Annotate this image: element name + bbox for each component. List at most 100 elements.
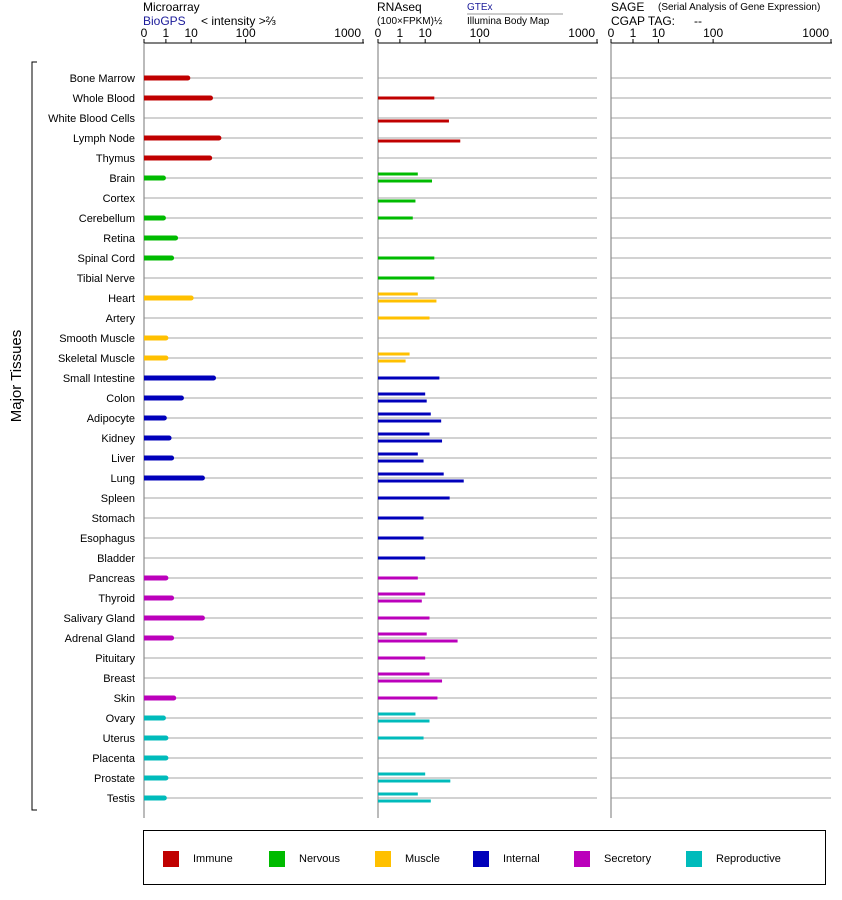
- tick-label: 1000: [334, 26, 361, 40]
- microarray-bar: [144, 175, 164, 181]
- microarray-bar: [144, 795, 165, 801]
- ibm-bar: [378, 399, 427, 403]
- tick-label: 100: [236, 26, 256, 40]
- tick-label: 0: [375, 26, 382, 40]
- tissue-label: Pancreas: [89, 573, 136, 585]
- gtex-bar: [378, 316, 430, 320]
- ibm-bar: [378, 359, 406, 363]
- microarray-bar-cap: [188, 295, 194, 301]
- gtex-bar: [378, 452, 418, 456]
- tissue-label: Stomach: [92, 513, 135, 525]
- gtex-bar: [378, 216, 413, 220]
- gtex-bar: [378, 696, 438, 700]
- tissue-label: Colon: [106, 393, 135, 405]
- ibm-bar: [378, 179, 433, 183]
- gtex-bar: [378, 792, 418, 796]
- ibm-bar: [378, 459, 424, 463]
- biogps-link[interactable]: BioGPS: [143, 14, 186, 28]
- gtex-bar: [378, 256, 435, 260]
- microarray-bar-cap: [160, 175, 166, 181]
- microarray-bar: [144, 715, 164, 721]
- tissue-label: Skin: [114, 693, 135, 705]
- microarray-bar-cap: [161, 795, 167, 801]
- microarray-bar-cap: [160, 715, 166, 721]
- tick-label: 1000: [802, 26, 829, 40]
- microarray-bar-cap: [163, 355, 169, 361]
- legend-swatch: [473, 851, 489, 867]
- gtex-bar: [378, 376, 440, 380]
- sage-title: SAGE: [611, 0, 645, 14]
- microarray-bar-cap: [160, 215, 166, 221]
- microarray-bar: [144, 695, 174, 701]
- tissue-label: Breast: [103, 673, 135, 685]
- ibm-bar: [378, 799, 431, 803]
- legend-swatch: [574, 851, 590, 867]
- ibm-bar: [378, 679, 443, 683]
- tissue-label: Heart: [108, 293, 135, 305]
- legend-label: Nervous: [299, 853, 340, 865]
- tick-label: 10: [185, 26, 199, 40]
- tissue-label: Bone Marrow: [70, 73, 135, 85]
- tissue-label: Placenta: [92, 753, 136, 765]
- gtex-bar: [378, 712, 416, 716]
- ibm-bar: [378, 299, 437, 303]
- tissue-label: Lymph Node: [73, 133, 135, 145]
- intensity-label: < intensity >⅔: [201, 14, 276, 28]
- microarray-bar: [144, 455, 172, 461]
- gtex-bar: [378, 616, 430, 620]
- tissue-label: Spleen: [101, 493, 135, 505]
- microarray-bar: [144, 475, 203, 481]
- gtex-link[interactable]: GTEx: [467, 2, 493, 13]
- microarray-bar-cap: [216, 135, 222, 141]
- microarray-bar: [144, 75, 188, 81]
- gtex-bar: [378, 656, 426, 660]
- legend-label: Secretory: [604, 853, 652, 865]
- microarray-bar-cap: [173, 235, 179, 241]
- microarray-bar: [144, 775, 166, 781]
- microarray-bar: [144, 395, 182, 401]
- gtex-bar: [378, 516, 424, 520]
- microarray-bar-cap: [207, 155, 213, 161]
- tissue-label: Cerebellum: [79, 213, 135, 225]
- microarray-bar-cap: [171, 695, 177, 701]
- microarray-bar-cap: [163, 755, 169, 761]
- microarray-bar: [144, 355, 166, 361]
- gtex-bar: [378, 672, 430, 676]
- tissue-label: White Blood Cells: [48, 113, 135, 125]
- ibm-bar: [378, 479, 464, 483]
- rnaseq-units: (100×FPKM)½: [377, 16, 443, 27]
- gtex-bar: [378, 496, 450, 500]
- tissue-label: Thymus: [96, 153, 136, 165]
- ibm-bar: [378, 599, 422, 603]
- cgap-tag-label: CGAP TAG:: [611, 14, 676, 28]
- microarray-bar-cap: [166, 435, 172, 441]
- microarray-bar: [144, 215, 164, 221]
- ibm-bar: [378, 139, 461, 143]
- legend-label: Immune: [193, 853, 233, 865]
- tick-label: 0: [608, 26, 615, 40]
- legend-swatch: [686, 851, 702, 867]
- tissue-label: Cortex: [103, 193, 136, 205]
- legend-swatch: [375, 851, 391, 867]
- tissue-label: Thyroid: [98, 593, 135, 605]
- tick-label: 0: [141, 26, 148, 40]
- microarray-bar: [144, 595, 172, 601]
- sage-subtitle: (Serial Analysis of Gene Expression): [658, 2, 821, 13]
- tissue-label: Lung: [111, 473, 135, 485]
- microarray-bar: [144, 135, 219, 141]
- microarray-bar: [144, 335, 166, 341]
- legend: Immune Nervous Muscle Internal Secretory Repr…: [143, 830, 826, 885]
- microarray-bar-cap: [185, 75, 191, 81]
- gtex-bar: [378, 96, 435, 100]
- gtex-bar: [378, 472, 444, 476]
- legend-label: Internal: [503, 853, 540, 865]
- tissue-expression-chart: 0 1 10 100 1000 0 1 10 100 1000 0 1 10 100 1000 Bone Ma…: [31, 13, 832, 818]
- microarray-bar-cap: [163, 775, 169, 781]
- gtex-bar: [378, 392, 426, 396]
- tick-label: 1: [163, 26, 170, 40]
- microarray-bar: [144, 235, 176, 241]
- tissue-label: Ovary: [106, 713, 136, 725]
- ibm-bar: [378, 439, 443, 443]
- tick-label: 1: [630, 26, 637, 40]
- gtex-bar: [378, 576, 418, 580]
